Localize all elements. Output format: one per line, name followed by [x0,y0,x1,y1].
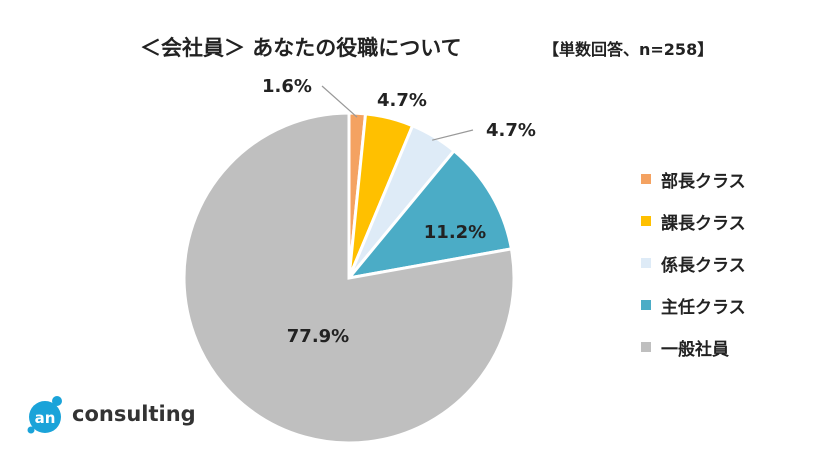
legend-swatch-ippan [641,342,651,352]
data-label-shunin: 11.2% [424,222,486,243]
legend-label-kacho: 課長クラス [661,213,746,234]
pie-slices [182,111,516,445]
legend-item-kakaricho: 係長クラス [641,242,746,284]
chart-title: ＜会社員＞ あなたの役職について [140,36,462,60]
legend: 部長クラス 課長クラス 係長クラス 主任クラス 一般社員 [641,158,746,368]
data-label-ippan: 77.9% [287,326,349,347]
pie-slice-ippan [182,111,516,445]
legend-item-ippan: 一般社員 [641,326,746,368]
legend-swatch-kakaricho [641,258,651,268]
logo-mark-icon: an [27,396,62,434]
legend-swatch-shunin [641,300,651,310]
legend-item-bucho: 部長クラス [641,158,746,200]
logo-mark-text: an [35,409,56,427]
legend-label-bucho: 部長クラス [661,171,746,192]
legend-label-shunin: 主任クラス [661,297,746,318]
data-label-bucho: 1.6% [262,76,312,97]
pie-slice-shunin [345,148,514,281]
sample-note: 【単数回答、n=258】 [543,40,714,59]
data-label-kakaricho: 4.7% [486,120,536,141]
data-labels: 1.6% 4.7% 4.7% 11.2% 77.9% [262,76,536,347]
legend-item-kacho: 課長クラス [641,200,746,242]
leader-lines [321,85,474,141]
leader-line-bucho [321,85,358,118]
legend-label-kakaricho: 係長クラス [661,255,746,276]
data-label-kacho: 4.7% [377,90,427,111]
legend-swatch-kacho [641,216,651,226]
leader-line-kakaricho [432,129,474,141]
legend-label-ippan: 一般社員 [661,339,729,360]
brand-logo: an consulting [24,393,196,435]
logo-word: consulting [72,402,196,426]
legend-swatch-bucho [641,174,651,184]
legend-item-shunin: 主任クラス [641,284,746,326]
